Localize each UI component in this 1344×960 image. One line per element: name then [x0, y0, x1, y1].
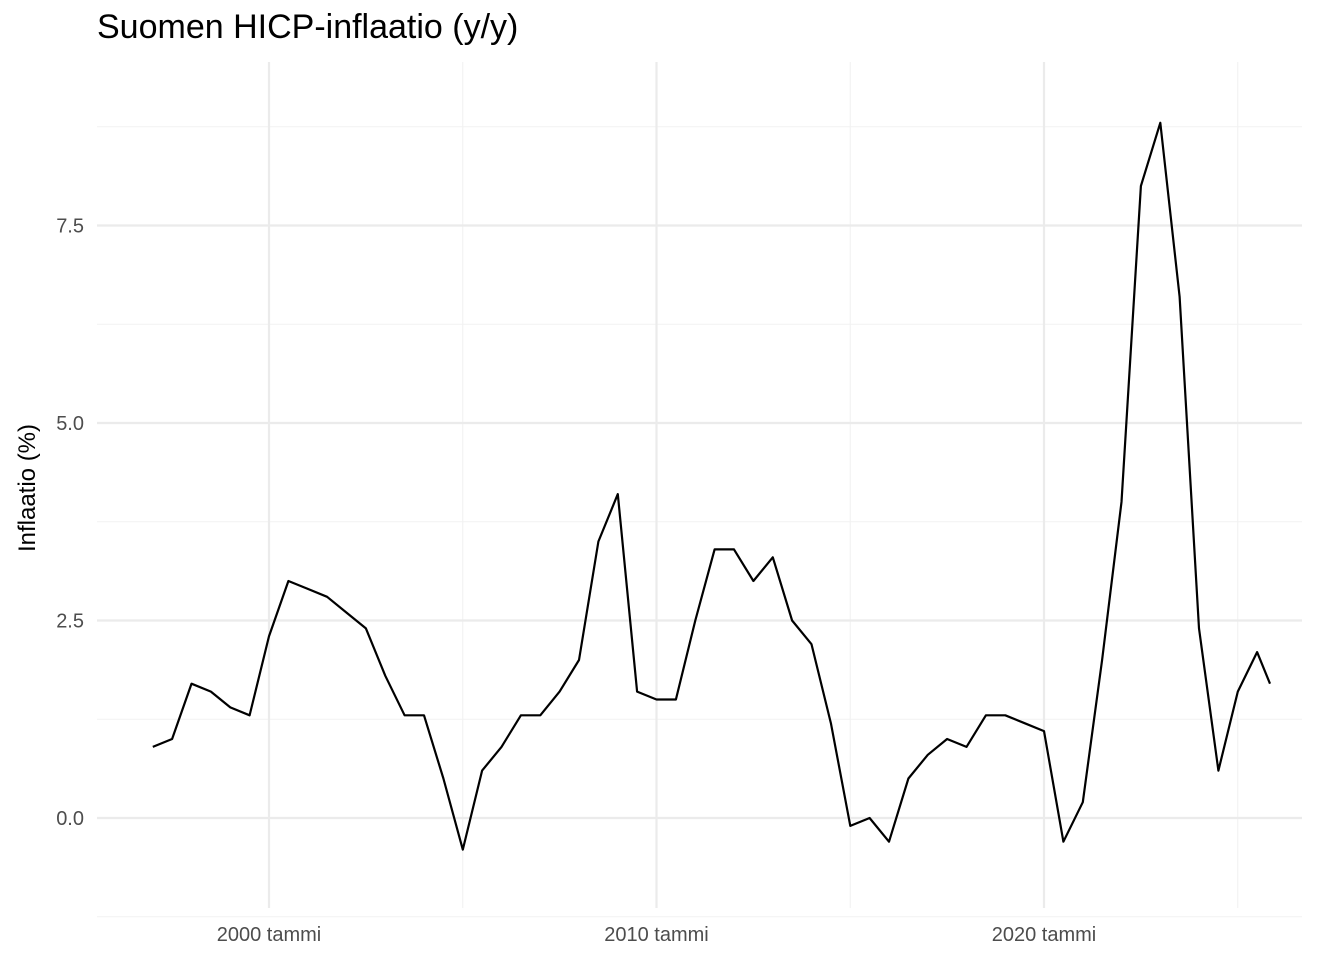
- minor-gridlines-vertical: [462, 62, 1239, 908]
- x-tick-label: 2020 tammi: [992, 924, 1097, 946]
- y-tick-label: 0.0: [56, 808, 84, 830]
- y-axis-ticks: 0.0 2.5 5.0 7.5: [56, 216, 84, 831]
- x-tick-label: 2010 tammi: [604, 924, 709, 946]
- major-gridlines-vertical: [267, 62, 1046, 908]
- minor-gridlines-horizontal: [97, 126, 1302, 918]
- y-axis-label: Inflaatio (%): [14, 424, 41, 552]
- y-tick-label: 7.5: [56, 216, 84, 238]
- y-tick-label: 2.5: [56, 611, 84, 633]
- x-axis-ticks: 2000 tammi 2010 tammi 2020 tammi: [217, 924, 1097, 946]
- major-gridlines-horizontal: [97, 224, 1302, 820]
- y-tick-label: 5.0: [56, 413, 84, 435]
- chart-title: Suomen HICP-inflaatio (y/y): [97, 8, 519, 46]
- inflation-series-line: [152, 121, 1272, 851]
- x-tick-label: 2000 tammi: [217, 924, 322, 946]
